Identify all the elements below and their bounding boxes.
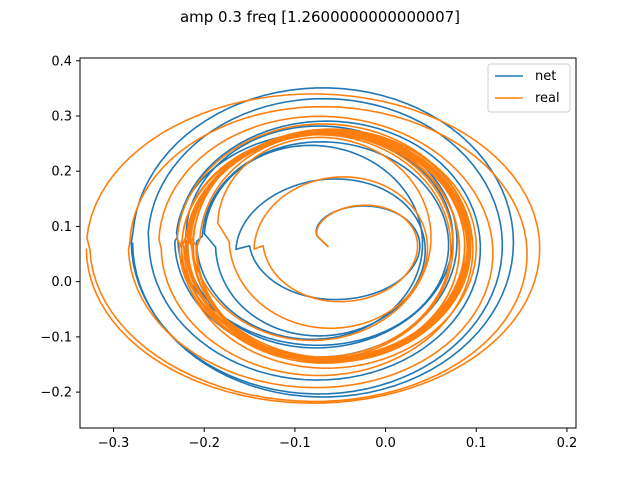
x-axis: −0.3 −0.2 −0.1 0.0 0.1 0.2 (98, 428, 578, 451)
y-tick-label: 0.2 (51, 165, 72, 180)
y-tick-label: −0.2 (40, 386, 72, 401)
y-tick-label: 0.0 (51, 275, 72, 290)
plot-frame (79, 57, 577, 429)
x-tick-label: 0.1 (466, 436, 487, 451)
legend-label-net: net (535, 69, 556, 84)
y-tick-label: 0.1 (51, 220, 72, 235)
x-tick-label: −0.1 (279, 436, 311, 451)
series-line-real (85, 93, 541, 404)
legend: net real (487, 63, 571, 113)
y-axis: −0.2 −0.1 0.0 0.1 0.2 0.3 0.4 (40, 54, 80, 401)
chart-title: amp 0.3 freq [1.2600000000000007] (180, 8, 460, 26)
x-tick-label: 0.2 (557, 436, 578, 451)
y-tick-label: 0.4 (51, 54, 72, 69)
legend-label-real: real (535, 91, 560, 106)
x-tick-label: 0.0 (375, 436, 396, 451)
x-tick-label: −0.3 (98, 436, 130, 451)
y-tick-label: −0.1 (40, 330, 72, 345)
y-tick-label: 0.3 (51, 109, 72, 124)
series-layer (85, 87, 541, 404)
x-tick-label: −0.2 (188, 436, 220, 451)
